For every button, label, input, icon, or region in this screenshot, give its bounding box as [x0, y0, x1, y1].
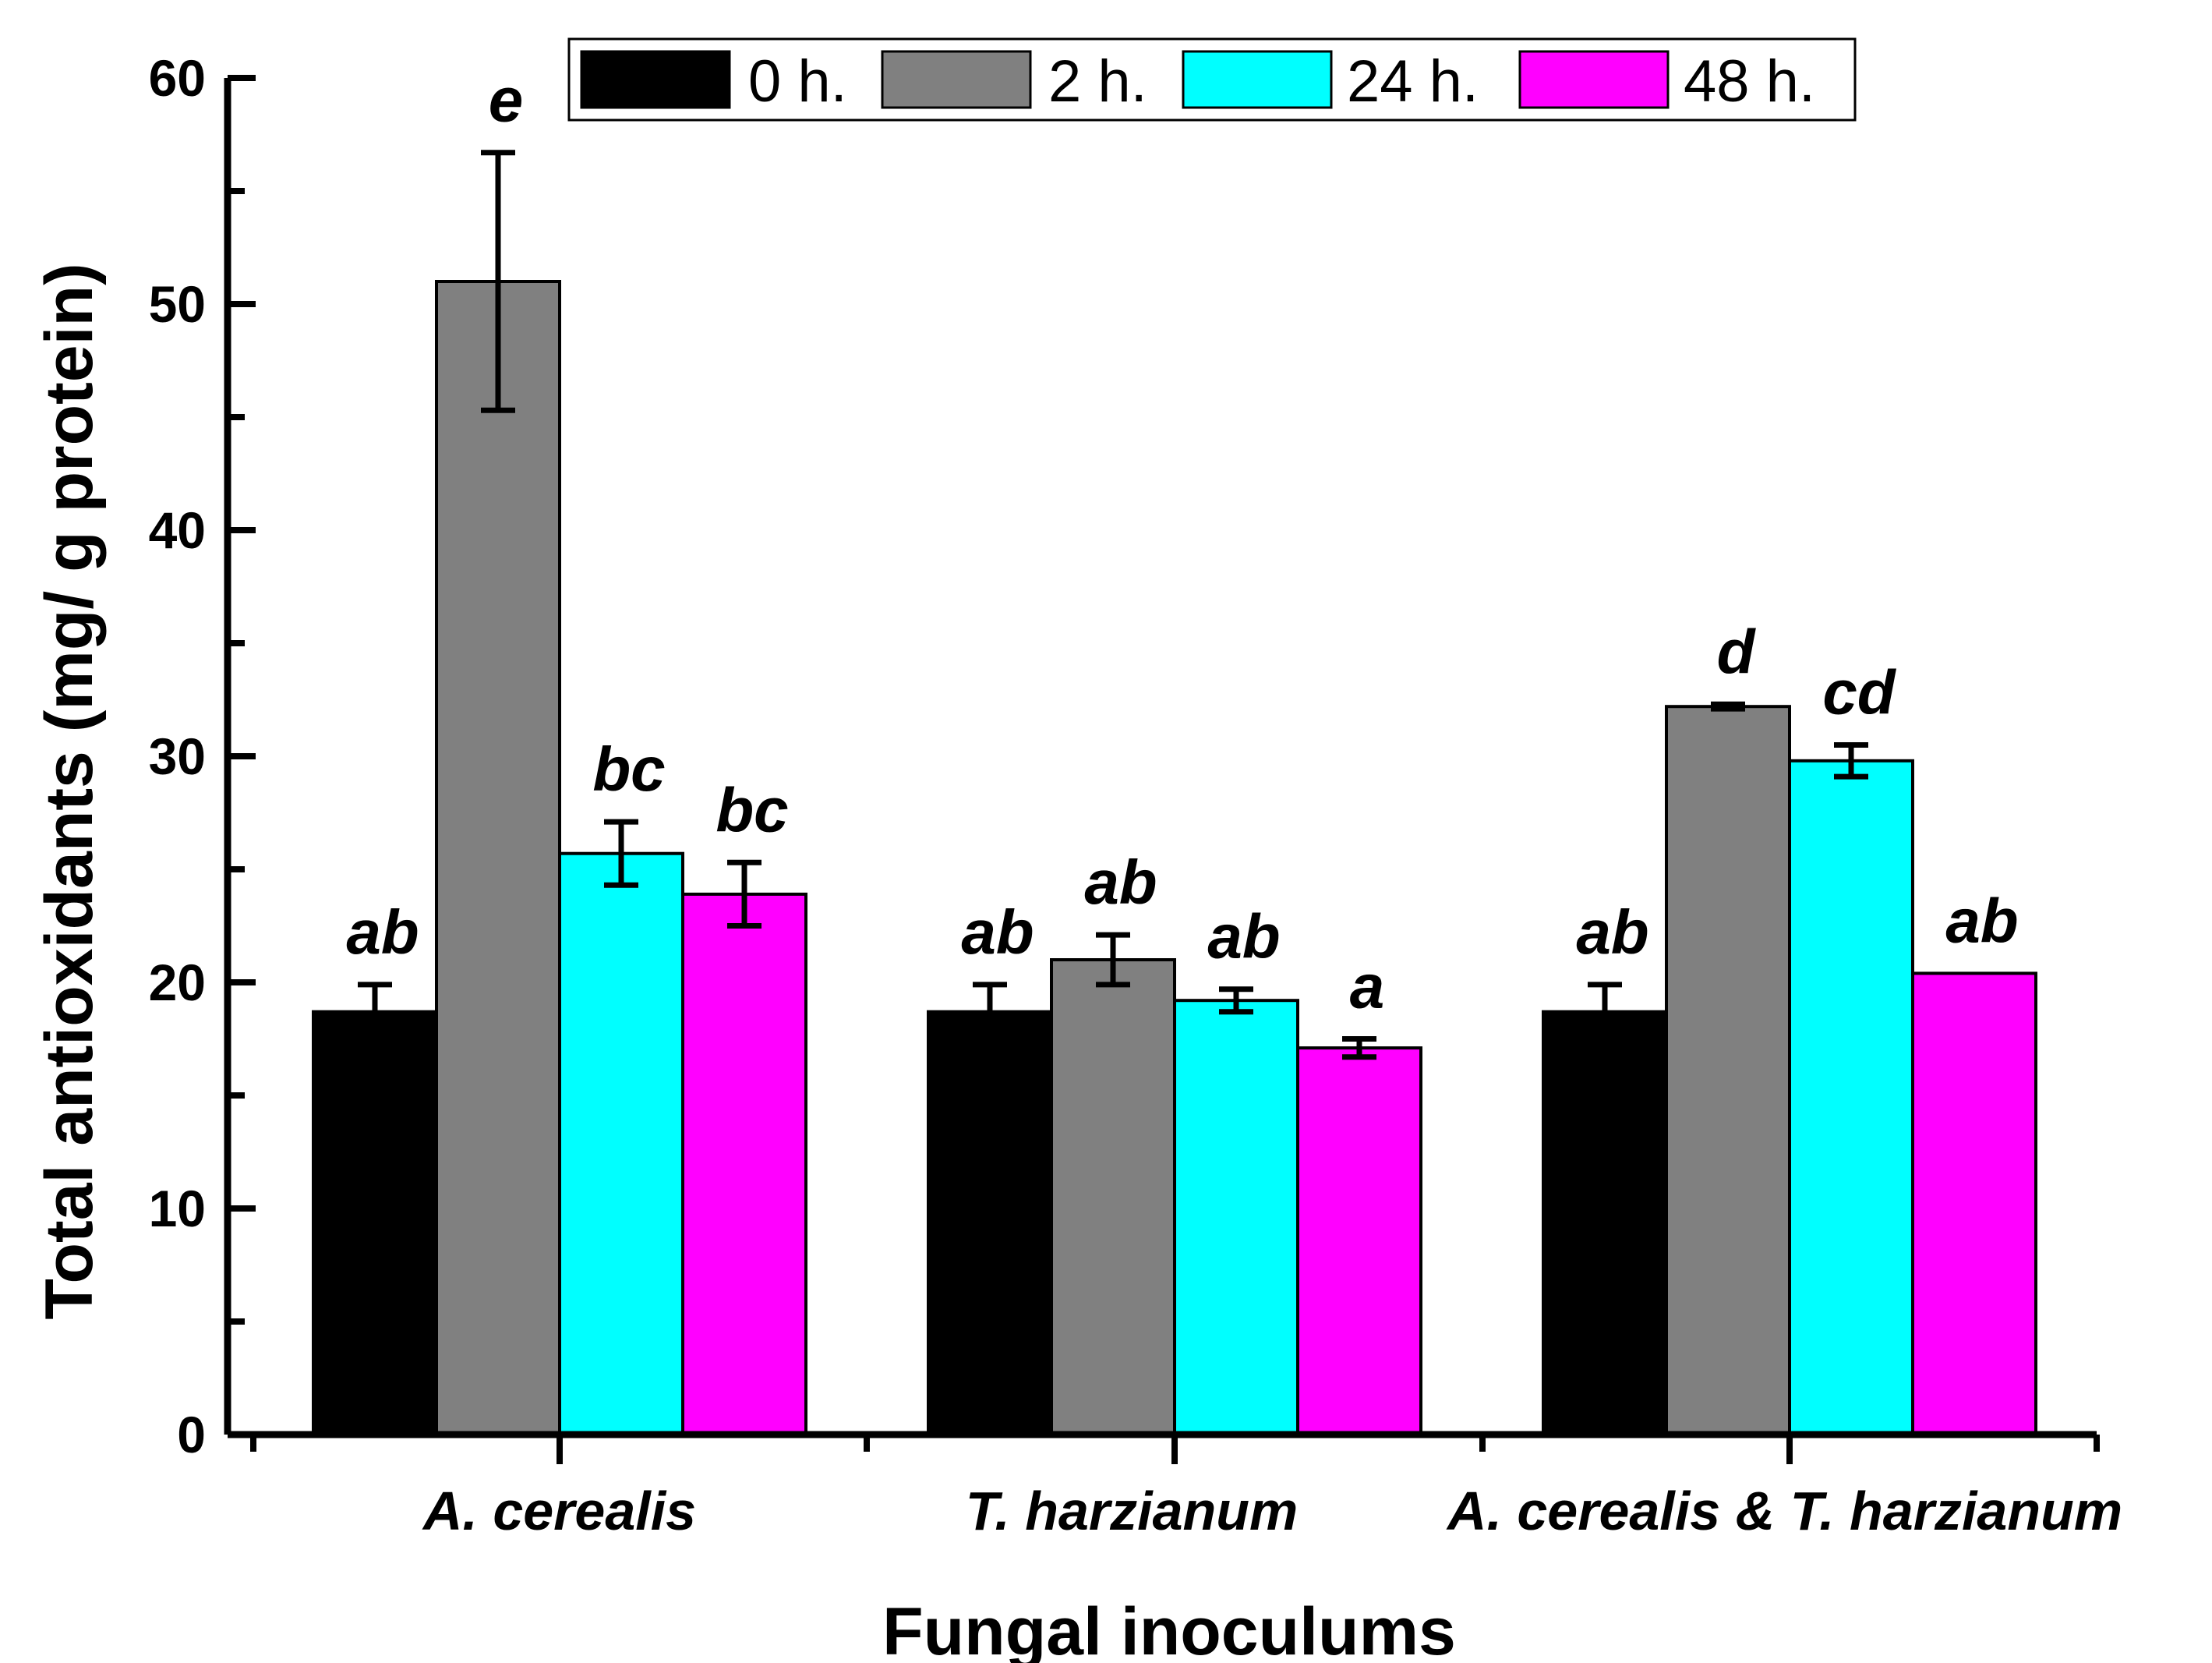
bar-0hh-cat3: [1542, 1010, 1668, 1436]
legend-swatch: [580, 50, 731, 109]
bar-0hh-cat1: [312, 1010, 438, 1436]
bar-48hh-cat2: [1296, 1046, 1422, 1436]
legend-label: 0 h.: [748, 48, 847, 115]
x-category-label: A. cerealis & T. harzianum: [1446, 1481, 2122, 1541]
legend-swatch: [1518, 50, 1670, 109]
legend-swatch: [881, 50, 1032, 109]
significance-label: ab: [1084, 847, 1157, 917]
significance-label: ab: [961, 897, 1034, 967]
significance-label: ab: [1945, 886, 2018, 955]
y-axis-title: Total antioxidants (mg/ g protein): [32, 263, 107, 1319]
x-axis-title: Fungal inoculums: [882, 1594, 1456, 1663]
legend-label: 2 h.: [1048, 48, 1147, 115]
significance-label: d: [1717, 617, 1757, 686]
bar-24hh-cat1: [558, 851, 684, 1436]
axes-group: 0 10 20 30 40 50 60 A. cerealis T. harzianum A. c…: [149, 49, 2123, 1541]
y-tick-label: 40: [149, 501, 206, 559]
legend: 0 h. 2 h. 24 h. 48 h.: [567, 37, 1857, 122]
significance-label: bc: [716, 775, 788, 844]
y-tick-label: 30: [149, 727, 206, 785]
bar-24hh-cat2: [1173, 999, 1299, 1436]
y-tick-label: 10: [149, 1180, 206, 1237]
x-category-label: A. cerealis: [422, 1481, 696, 1541]
significance-label: bc: [592, 734, 665, 804]
legend-label: 24 h.: [1347, 48, 1479, 115]
error-bars-group: [358, 150, 1868, 1060]
significance-label: ab: [1576, 897, 1648, 967]
y-tick-label: 20: [149, 954, 206, 1011]
significance-label: e: [489, 65, 524, 135]
y-tick-label: 0: [177, 1406, 206, 1463]
bar-48hh-cat1: [681, 892, 807, 1436]
significance-label: ab: [1207, 902, 1280, 971]
bar-48hh-cat3: [1911, 971, 2037, 1436]
y-tick-label: 50: [149, 275, 206, 333]
bars-group: [312, 280, 2037, 1436]
significance-label: ab: [346, 897, 419, 967]
bar-2hh-cat2: [1050, 958, 1176, 1436]
legend-swatch: [1182, 50, 1333, 109]
x-category-label: T. harzianum: [966, 1481, 1299, 1541]
legend-label: 48 h.: [1684, 48, 1815, 115]
bar-24hh-cat3: [1788, 759, 1914, 1436]
y-tick-label: 60: [149, 49, 206, 107]
bar-0hh-cat2: [927, 1010, 1053, 1436]
significance-label: cd: [1822, 658, 1896, 727]
significance-label: a: [1350, 952, 1385, 1021]
bar-2hh-cat3: [1665, 705, 1791, 1436]
bar-2hh-cat1: [435, 280, 561, 1436]
